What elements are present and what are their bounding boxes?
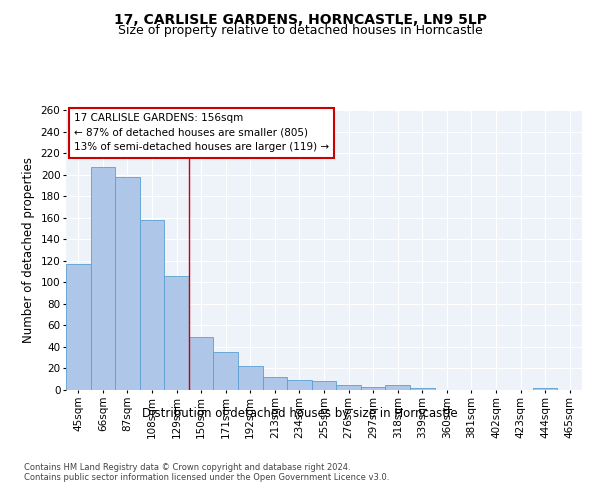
Bar [115,177,140,390]
Text: Size of property relative to detached houses in Horncastle: Size of property relative to detached ho… [118,24,482,37]
Text: Contains public sector information licensed under the Open Government Licence v3: Contains public sector information licen… [24,472,389,482]
Bar [361,387,385,390]
Bar [164,276,189,390]
Bar [312,382,336,390]
Bar [189,337,214,390]
Text: Distribution of detached houses by size in Horncastle: Distribution of detached houses by size … [142,408,458,420]
Bar [287,380,312,390]
Text: Contains HM Land Registry data © Crown copyright and database right 2024.: Contains HM Land Registry data © Crown c… [24,462,350,471]
Bar [66,264,91,390]
Bar [385,384,410,390]
Text: 17, CARLISLE GARDENS, HORNCASTLE, LN9 5LP: 17, CARLISLE GARDENS, HORNCASTLE, LN9 5L… [113,12,487,26]
Bar [214,352,238,390]
Bar [533,388,557,390]
Bar [91,167,115,390]
Y-axis label: Number of detached properties: Number of detached properties [22,157,35,343]
Bar [238,366,263,390]
Bar [263,377,287,390]
Bar [140,220,164,390]
Bar [410,388,434,390]
Bar [336,384,361,390]
Text: 17 CARLISLE GARDENS: 156sqm
← 87% of detached houses are smaller (805)
13% of se: 17 CARLISLE GARDENS: 156sqm ← 87% of det… [74,113,329,152]
